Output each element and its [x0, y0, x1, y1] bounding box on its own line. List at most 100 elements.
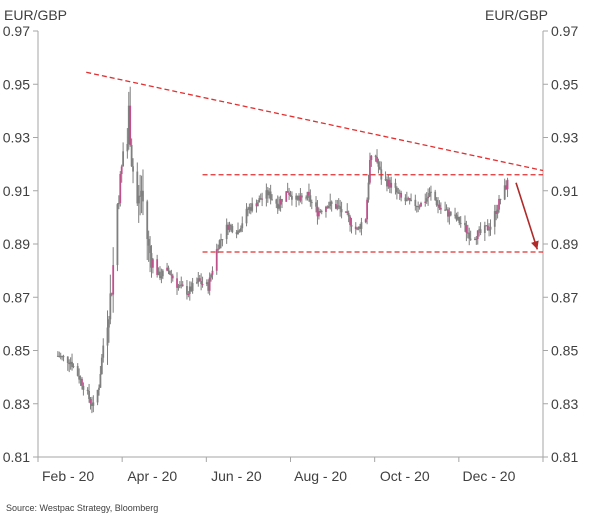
candle-body [360, 222, 363, 229]
candle-body [417, 206, 420, 208]
candle-body [217, 248, 220, 250]
candle-body [483, 225, 486, 234]
candle-body [415, 206, 418, 208]
candle-body [459, 222, 462, 224]
chart-axes [37, 31, 544, 458]
candle-body [139, 195, 142, 197]
candle-body [119, 174, 122, 203]
candle-body [309, 195, 312, 203]
candle-body [235, 232, 238, 235]
candle-body [86, 389, 89, 391]
candle-body [404, 197, 407, 202]
candle-body [454, 214, 456, 216]
x-tick-label: Feb - 20 [42, 468, 94, 484]
candle-body [279, 199, 282, 205]
y-tick-label-right: 0.83 [551, 396, 578, 412]
candle-body [394, 182, 397, 188]
candle-body [241, 223, 244, 229]
y-tick-label-left: 0.81 [3, 449, 30, 465]
arrow-shaft [515, 182, 539, 250]
candle-body [245, 208, 248, 224]
candle-body [205, 282, 208, 285]
candle-body [384, 179, 387, 181]
candle-body [261, 198, 264, 200]
candle-body [176, 278, 178, 288]
y-tick-label-left: 0.83 [3, 396, 30, 412]
candle-body [102, 345, 105, 358]
candle-body [92, 402, 95, 406]
candle-body [58, 355, 61, 357]
candle-body [474, 238, 476, 240]
candle-body [62, 356, 65, 358]
candle-body [160, 276, 163, 279]
candle-body [142, 190, 144, 202]
candle-body [78, 375, 81, 380]
candle-body [288, 192, 290, 195]
candle-body [186, 286, 188, 295]
candle-body [157, 271, 160, 275]
candle-body [210, 274, 212, 278]
candle-body [120, 166, 123, 175]
candle-body [248, 207, 251, 210]
candle-body [376, 156, 378, 163]
x-tick-label: Dec - 20 [462, 468, 515, 484]
x-tick-label: Jun - 20 [211, 468, 262, 484]
candle-body [106, 327, 109, 346]
candle-body [336, 205, 339, 209]
candle-body [61, 356, 64, 358]
candle-body [289, 194, 292, 197]
candle-body [129, 105, 132, 145]
candle-body [374, 155, 377, 157]
y-tick-label-left: 0.91 [3, 183, 30, 199]
candle-body [469, 238, 472, 240]
candle-body [315, 202, 317, 207]
candle-body [445, 209, 448, 211]
candle-body [455, 214, 458, 220]
candle-body [187, 294, 190, 296]
candle-body [364, 219, 367, 223]
candle-body [468, 232, 471, 239]
candle-body [439, 207, 442, 210]
candle-body [464, 222, 466, 226]
candle-body [488, 229, 490, 231]
candle-body [337, 205, 340, 207]
candle-body [366, 199, 369, 220]
candle-body [420, 202, 422, 207]
candle-body [405, 199, 408, 202]
candle-body [306, 191, 309, 198]
candle-body [247, 208, 249, 210]
candle-body [370, 155, 373, 160]
candle-body [112, 265, 115, 295]
chart-title-right: EUR/GBP [485, 7, 548, 23]
candle-body [350, 224, 353, 227]
y-tick-label-right: 0.87 [551, 289, 578, 305]
candle-body [218, 240, 221, 249]
candle-body [320, 211, 323, 213]
candle-body [269, 191, 272, 200]
candle-body [425, 198, 428, 202]
candle-body [339, 206, 342, 210]
candle-body [100, 357, 103, 374]
candle-body [400, 192, 403, 198]
candle-body [150, 253, 153, 268]
candle-body [344, 211, 347, 213]
candle-body [96, 389, 99, 403]
candle-body [359, 226, 361, 229]
candle-body [215, 249, 218, 271]
candle-body [201, 283, 204, 285]
y-tick-label-right: 0.93 [551, 130, 578, 146]
candle-body [200, 281, 203, 284]
candle-body [489, 226, 492, 230]
y-tick-label-right: 0.95 [551, 76, 578, 92]
candle-body [91, 403, 93, 406]
candle-body [59, 356, 62, 358]
candle-body [310, 202, 313, 204]
candle-body [308, 191, 310, 196]
chart-title-left: EUR/GBP [4, 7, 67, 23]
candle-body [110, 293, 113, 295]
candle-body [316, 206, 319, 217]
candle-body [69, 361, 72, 365]
y-tick-label-right: 0.89 [551, 236, 578, 252]
candle-body [347, 212, 350, 217]
